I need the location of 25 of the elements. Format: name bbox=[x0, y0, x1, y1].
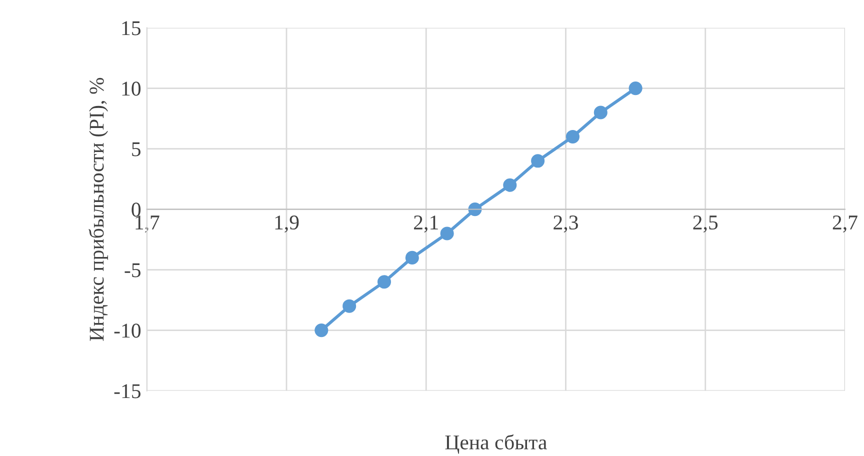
x-tick-label: 1,7 bbox=[136, 216, 160, 233]
point bbox=[314, 324, 328, 338]
y-axis-title: Индекс прибыльности (PI), % bbox=[88, 78, 108, 341]
y-tick-label: 15 bbox=[122, 21, 141, 36]
point bbox=[440, 226, 454, 240]
y-tick-label: -5 bbox=[124, 263, 141, 278]
x-tick-label: 1,9 bbox=[275, 216, 299, 233]
x-tick-label: 2,7 bbox=[832, 216, 858, 233]
point bbox=[342, 299, 356, 313]
y-tick-label: 0 bbox=[132, 202, 141, 217]
point bbox=[628, 82, 642, 96]
y-tick-label: 5 bbox=[132, 142, 141, 156]
point bbox=[594, 106, 608, 120]
point bbox=[405, 250, 419, 264]
x-tick-label: 2,3 bbox=[554, 216, 578, 233]
point bbox=[377, 275, 392, 289]
x-axis-title: Цена сбыта bbox=[445, 434, 547, 454]
y-tick-label: 10 bbox=[122, 82, 141, 96]
point bbox=[531, 154, 545, 168]
point bbox=[566, 130, 580, 144]
point bbox=[503, 178, 517, 192]
y-tick-label: -15 bbox=[114, 384, 141, 398]
x-tick-label: 2,5 bbox=[693, 216, 718, 233]
y-tick-label: -10 bbox=[114, 324, 141, 338]
x-tick-label: 2,1 bbox=[414, 216, 438, 233]
